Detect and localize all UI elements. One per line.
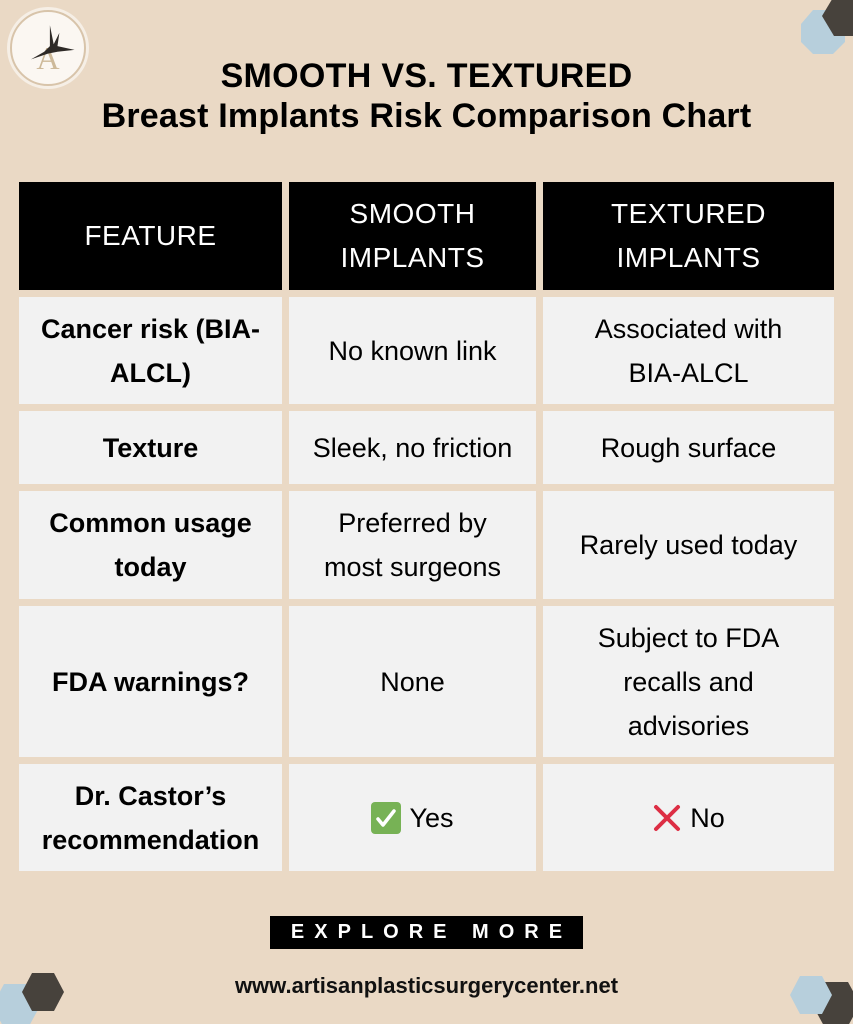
column-header-feature: FEATURE bbox=[19, 182, 282, 290]
row-feature-texture: Texture bbox=[19, 411, 282, 484]
row-feature-common-usage: Common usage today bbox=[19, 491, 282, 599]
brand-logo: A bbox=[10, 10, 86, 86]
row-smooth-cancer-risk: No known link bbox=[289, 297, 536, 404]
row-smooth-common-usage: Preferred by most surgeons bbox=[289, 491, 536, 599]
column-header-textured: TEXTURED IMPLANTS bbox=[543, 182, 834, 290]
row-feature-cancer-risk: Cancer risk (BIA- ALCL) bbox=[19, 297, 282, 404]
row-textured-fda-warnings: Subject to FDA recalls and advisories bbox=[543, 606, 834, 757]
recommendation-no-label: No bbox=[690, 802, 725, 833]
row-textured-recommendation: No bbox=[543, 764, 834, 871]
title-line-2: Breast Implants Risk Comparison Chart bbox=[101, 97, 752, 135]
explore-more-button[interactable]: EXPLORE MORE bbox=[270, 916, 583, 949]
hexagon-decoration-top-right-dark bbox=[822, 0, 853, 36]
row-smooth-recommendation: Yes bbox=[289, 764, 536, 871]
page-title: SMOOTH VS. TEXTURED Breast Implants Risk… bbox=[0, 56, 853, 136]
check-mark-icon bbox=[371, 801, 402, 834]
comparison-table: FEATURE SMOOTH IMPLANTS TEXTURED IMPLANT… bbox=[19, 182, 834, 871]
recommendation-yes-label: Yes bbox=[409, 802, 454, 833]
website-url-link[interactable]: www.artisanplasticsurgerycenter.net bbox=[234, 973, 619, 998]
column-header-smooth: SMOOTH IMPLANTS bbox=[289, 182, 536, 290]
row-textured-common-usage: Rarely used today bbox=[543, 491, 834, 599]
bird-monogram-logo-icon: A bbox=[30, 25, 75, 76]
row-textured-texture: Rough surface bbox=[543, 411, 834, 484]
row-smooth-fda-warnings: None bbox=[289, 606, 536, 757]
row-smooth-texture: Sleek, no friction bbox=[289, 411, 536, 484]
hexagon-decoration-bottom-left-dark bbox=[22, 973, 64, 1011]
row-textured-cancer-risk: Associated with BIA-ALCL bbox=[543, 297, 834, 404]
hexagon-decoration-bottom-right-light bbox=[790, 976, 832, 1014]
row-feature-recommendation: Dr. Castor’s recommendation bbox=[19, 764, 282, 871]
row-feature-fda-warnings: FDA warnings? bbox=[19, 606, 282, 757]
cross-mark-icon bbox=[652, 803, 682, 833]
title-line-1: SMOOTH VS. TEXTURED bbox=[220, 57, 633, 95]
